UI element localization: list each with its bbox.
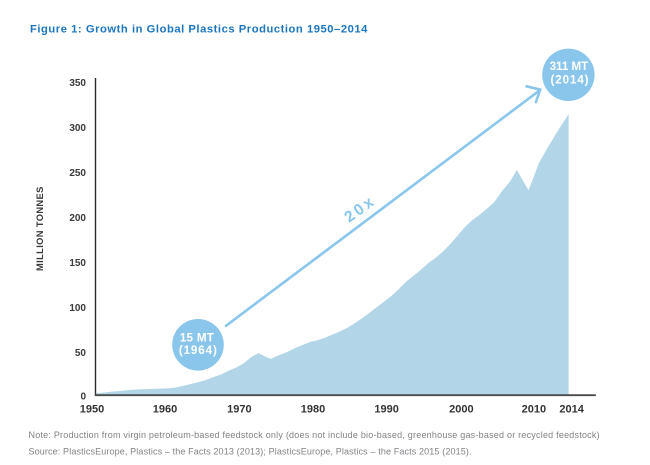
svg-text:1990: 1990 (374, 404, 398, 416)
svg-text:Note: Production from virgin p: Note: Production from virgin petroleum-b… (29, 430, 600, 440)
svg-text:2010: 2010 (522, 404, 546, 416)
svg-text:MILLION TONNES: MILLION TONNES (35, 186, 45, 271)
svg-text:(2014): (2014) (551, 73, 590, 86)
svg-text:311 MT: 311 MT (550, 60, 589, 73)
svg-text:1970: 1970 (227, 404, 251, 416)
svg-text:250: 250 (69, 168, 86, 179)
svg-text:200: 200 (69, 213, 86, 224)
svg-text:300: 300 (69, 123, 86, 134)
svg-text:2014: 2014 (559, 404, 584, 416)
svg-text:2000: 2000 (449, 404, 473, 416)
svg-text:50: 50 (75, 348, 87, 359)
svg-text:15 MT: 15 MT (180, 332, 214, 345)
svg-text:Source: PlasticsEurope, Plasti: Source: PlasticsEurope, Plastics – the F… (29, 447, 472, 457)
svg-text:350: 350 (69, 78, 86, 89)
svg-text:(1964): (1964) (179, 344, 218, 357)
svg-text:1980: 1980 (301, 404, 325, 416)
svg-text:0: 0 (80, 391, 86, 402)
svg-text:1960: 1960 (153, 404, 177, 416)
svg-text:1950: 1950 (80, 404, 104, 416)
svg-text:150: 150 (69, 258, 86, 269)
svg-text:Figure 1: Growth in Global Pla: Figure 1: Growth in Global Plastics Prod… (30, 24, 368, 36)
svg-text:100: 100 (69, 303, 86, 314)
